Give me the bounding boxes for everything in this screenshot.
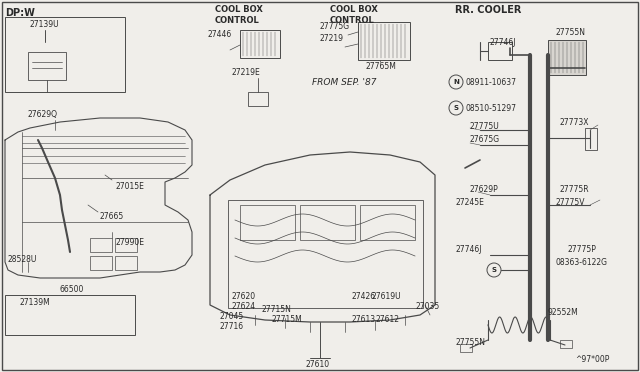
Text: 28528U: 28528U bbox=[8, 255, 37, 264]
Text: 27139M: 27139M bbox=[20, 298, 51, 307]
Bar bbox=[460, 344, 472, 352]
Bar bbox=[5, 17, 125, 92]
Text: 27665: 27665 bbox=[100, 212, 124, 221]
Text: CONTROL: CONTROL bbox=[330, 16, 375, 25]
Bar bbox=[488, 42, 512, 60]
Text: 27629P: 27629P bbox=[470, 185, 499, 194]
Text: CONTROL: CONTROL bbox=[215, 16, 260, 25]
Text: 27755N: 27755N bbox=[455, 338, 485, 347]
Bar bbox=[115, 238, 137, 252]
Text: 27620: 27620 bbox=[232, 292, 256, 301]
Bar bbox=[585, 128, 597, 150]
Text: 27990E: 27990E bbox=[115, 238, 144, 247]
Text: ^97*00P: ^97*00P bbox=[575, 355, 609, 364]
Text: 27015E: 27015E bbox=[115, 182, 144, 191]
Text: 27765M: 27765M bbox=[365, 62, 396, 71]
Text: COOL BOX: COOL BOX bbox=[330, 5, 378, 14]
Bar bbox=[240, 205, 295, 240]
Text: 27675G: 27675G bbox=[470, 135, 500, 144]
Text: 27245E: 27245E bbox=[455, 198, 484, 207]
Bar bbox=[560, 340, 572, 348]
Text: 27775V: 27775V bbox=[555, 198, 584, 207]
Text: 27219E: 27219E bbox=[232, 68, 260, 77]
Text: 27139U: 27139U bbox=[30, 20, 60, 29]
Text: 08363-6122G: 08363-6122G bbox=[555, 258, 607, 267]
Bar bbox=[90, 238, 112, 252]
Bar bbox=[248, 92, 268, 106]
Text: S: S bbox=[454, 105, 458, 111]
Bar bbox=[360, 205, 415, 240]
Text: 92552M: 92552M bbox=[548, 308, 579, 317]
Bar bbox=[228, 200, 423, 308]
Text: 27045: 27045 bbox=[220, 312, 244, 321]
Text: 27746J: 27746J bbox=[455, 245, 481, 254]
Text: N: N bbox=[453, 79, 459, 85]
Text: 27775R: 27775R bbox=[560, 185, 589, 194]
Text: RR. COOLER: RR. COOLER bbox=[455, 5, 522, 15]
Text: 27775G: 27775G bbox=[320, 22, 350, 31]
Text: 27746J: 27746J bbox=[490, 38, 516, 47]
Text: 27619U: 27619U bbox=[372, 292, 402, 301]
Text: 27775P: 27775P bbox=[568, 245, 597, 254]
Text: 27426: 27426 bbox=[352, 292, 376, 301]
Bar bbox=[115, 256, 137, 270]
Text: 27773X: 27773X bbox=[560, 118, 589, 127]
Text: 08911-10637: 08911-10637 bbox=[466, 78, 517, 87]
Text: 27629Q: 27629Q bbox=[28, 110, 58, 119]
Text: 27612: 27612 bbox=[375, 315, 399, 324]
Text: COOL BOX: COOL BOX bbox=[215, 5, 263, 14]
Text: 08510-51297: 08510-51297 bbox=[466, 104, 517, 113]
Bar bbox=[28, 52, 66, 80]
Text: 66500: 66500 bbox=[60, 285, 84, 294]
Text: 27610: 27610 bbox=[305, 360, 329, 369]
Text: 27035: 27035 bbox=[415, 302, 439, 311]
Text: DP:W: DP:W bbox=[5, 8, 35, 18]
Bar bbox=[548, 40, 586, 75]
Text: 27775U: 27775U bbox=[470, 122, 500, 131]
Text: 27716: 27716 bbox=[220, 322, 244, 331]
Text: 27715N: 27715N bbox=[262, 305, 292, 314]
Text: 27446: 27446 bbox=[207, 30, 231, 39]
Bar bbox=[358, 22, 410, 60]
Bar bbox=[300, 205, 355, 240]
Text: S: S bbox=[492, 267, 497, 273]
Text: 27715M: 27715M bbox=[272, 315, 303, 324]
Text: 27219: 27219 bbox=[320, 34, 344, 43]
Text: 27613: 27613 bbox=[352, 315, 376, 324]
Text: 27755N: 27755N bbox=[555, 28, 585, 37]
Bar bbox=[90, 256, 112, 270]
Text: FROM SEP. '87: FROM SEP. '87 bbox=[312, 78, 376, 87]
Bar bbox=[240, 30, 280, 58]
Text: 27624: 27624 bbox=[232, 302, 256, 311]
Bar bbox=[5, 295, 135, 335]
